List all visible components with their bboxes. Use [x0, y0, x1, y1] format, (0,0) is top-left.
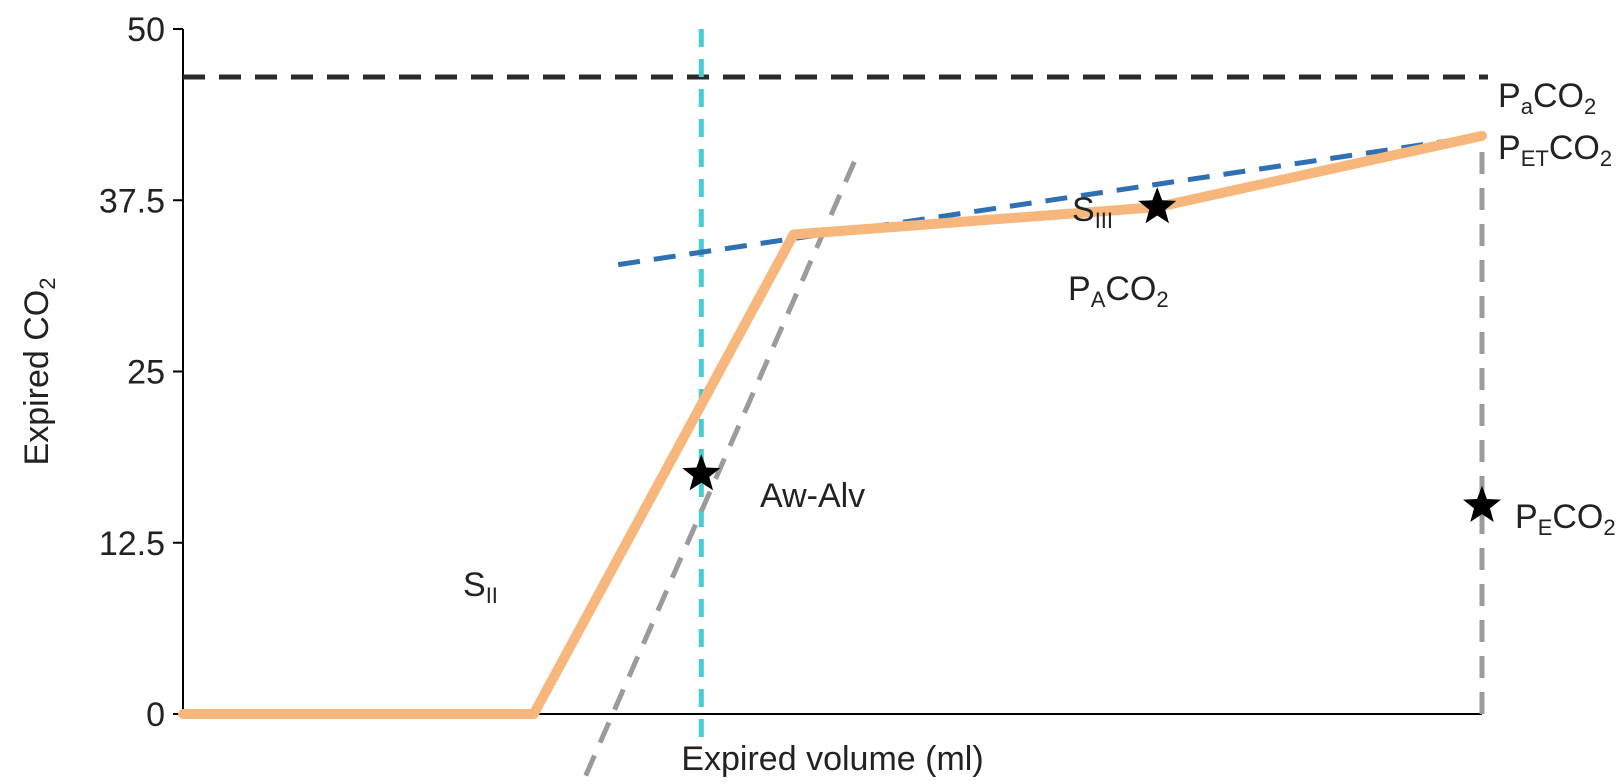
capnogram-chart: 012.52537.550SIISIIIAw-AlvPaCO2PETCO2PAC…	[0, 0, 1620, 784]
label-aw-alv: Aw-Alv	[760, 477, 865, 515]
chart-bg	[0, 0, 1620, 784]
x-axis-title: Expired volume (ml)	[681, 740, 983, 778]
y-tick-label: 25	[127, 354, 165, 392]
y-axis-title: Expired CO2	[18, 278, 60, 466]
y-tick-label: 0	[146, 696, 165, 734]
label-p-cap-a-co2: PACO2	[1068, 270, 1169, 312]
y-tick-label: 12.5	[99, 525, 165, 563]
label-peco2: PECO2	[1515, 498, 1616, 540]
label-paco2: PaCO2	[1498, 77, 1596, 119]
y-tick-label: 37.5	[99, 182, 165, 220]
chart-svg: 012.52537.550SIISIIIAw-AlvPaCO2PETCO2PAC…	[0, 0, 1620, 784]
y-tick-label: 50	[127, 11, 165, 49]
label-petco2: PETCO2	[1498, 129, 1612, 171]
